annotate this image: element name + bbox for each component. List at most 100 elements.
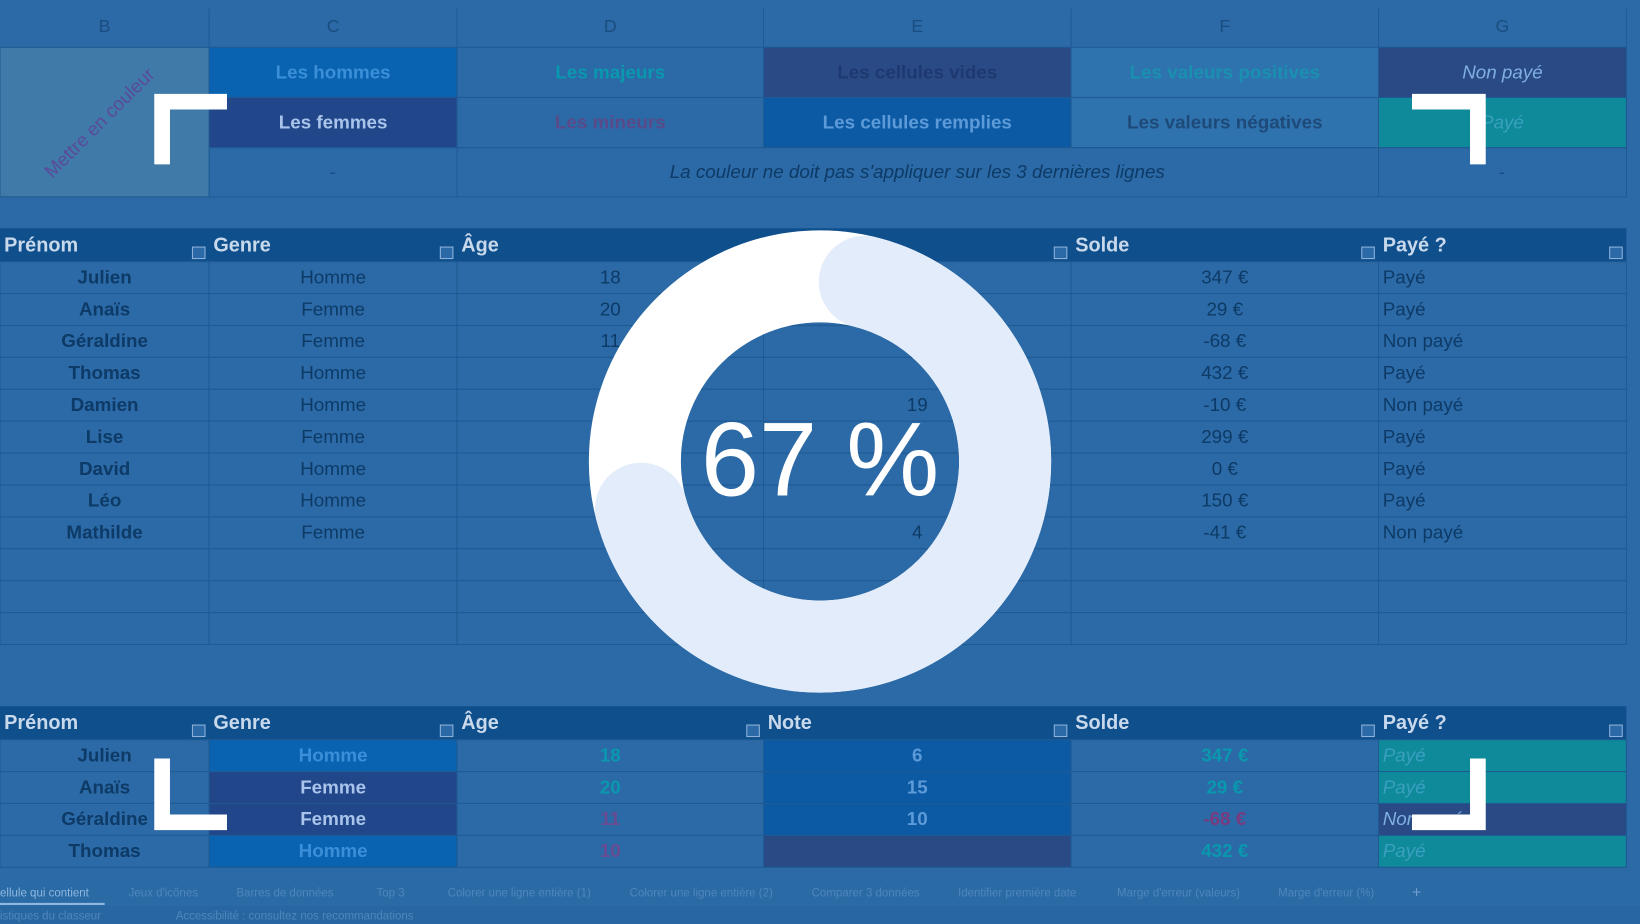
cell-text: 15 [907,776,928,797]
filter-button[interactable] [439,724,454,738]
cell-text: Julien [77,266,131,287]
sheet-tab[interactable]: Colorer une ligne entière (1) [448,887,591,899]
cell [1070,771,1380,805]
cell [1377,420,1627,454]
cell-text: Julien [77,744,131,765]
legend-text: Les valeurs négatives [1127,112,1323,133]
cell [208,261,458,295]
add-sheet[interactable]: + [1412,885,1421,902]
cell [208,420,458,454]
cell [0,324,210,358]
sheet-tab[interactable]: Top 3 [377,887,405,899]
cell [0,771,210,805]
cell-text: 11 [600,808,620,829]
legend-text: Les cellules remplies [823,112,1012,133]
cell-text: 20 [600,298,621,319]
cell-text: Géraldine [61,330,148,351]
cell-text: Thomas [69,840,141,861]
cell [0,580,210,614]
legend-cell [1070,96,1380,149]
cell-text: Homme [300,266,366,287]
filter-button[interactable] [1053,246,1068,260]
cell-text: Anaïs [79,298,130,319]
filter-button[interactable] [191,724,206,738]
cell [1377,484,1627,518]
cell [1377,834,1627,868]
sheet-tab[interactable]: Identifier première date [958,887,1076,899]
cell [456,739,765,773]
filter-button[interactable] [1053,724,1068,738]
filter-button[interactable] [1609,246,1623,260]
cell [1070,356,1380,390]
cell-text: Damien [71,394,139,415]
column-letter: G [1496,16,1510,36]
cell-text: 4 [912,522,922,543]
note-right: - [1499,161,1505,182]
cell [456,771,765,805]
focus-bracket [1411,93,1486,165]
cell [1070,484,1380,518]
filter-button[interactable] [191,246,206,260]
cell-text: Femme [300,808,366,829]
filter-button[interactable] [1361,246,1375,260]
sheet-tab[interactable]: Marge d'erreur (%) [1278,887,1374,899]
header-text: Payé ? [1383,234,1447,256]
cell [456,834,765,868]
cell [1070,834,1380,868]
cell-text: 150 € [1201,490,1249,511]
cell-text: Femme [301,426,365,447]
cell [1070,580,1380,614]
cell [0,516,210,550]
cell-text: Payé [1383,298,1426,319]
cell-text: 6 [912,744,922,765]
cell [208,834,458,868]
filter-button[interactable] [746,724,760,738]
cell [1377,580,1627,614]
filter-button[interactable] [1361,724,1375,738]
legend-text: Les femmes [279,112,388,133]
cell [1070,293,1380,327]
header-text: Âge [461,710,499,734]
legend-text: Les majeurs [555,61,665,82]
note-cell [208,147,1627,198]
legend-text: Non payé [1462,61,1543,82]
cell-text: 20 [600,776,621,797]
cell-text: 347 € [1201,266,1249,287]
cell [1377,388,1627,422]
sheet-tab[interactable]: Colorer une ligne entière (2) [630,887,773,899]
sheet-tab[interactable]: Comparer 3 données [812,887,920,899]
column-letter: F [1219,16,1230,36]
cell-text: -68 € [1203,330,1246,351]
legend-cell [1377,46,1627,99]
cell [208,739,458,773]
sheet-tab[interactable]: ellule qui contient [0,887,90,899]
status-text: Accessibilité : consultez nos recommanda… [176,910,414,922]
sheet-tab[interactable]: Marge d'erreur (valeurs) [1117,887,1240,899]
cell [0,834,210,868]
cell [1377,324,1627,358]
cell [208,548,458,582]
cell [456,802,765,836]
cell [208,452,458,486]
cell-text: 11 [601,330,621,351]
sheet-tab[interactable]: Jeux d'icônes [129,887,199,899]
filter-button[interactable] [1609,724,1623,738]
column-letter: B [99,16,111,36]
filter-button[interactable] [439,246,454,260]
cell-text: 347 € [1201,744,1249,765]
cell [0,484,210,518]
cell [0,452,210,486]
column-letter: E [911,16,923,36]
sheet-tab[interactable]: Barres de données [236,887,333,899]
cell-text: 432 € [1201,840,1249,861]
table2-clip-row [0,868,1627,881]
legend-cell [208,96,458,149]
status-bar [0,905,1640,924]
cell-text: Mathilde [66,522,142,543]
cell-text: Homme [299,840,368,861]
cell-text: Homme [300,458,366,479]
cell-text: Lise [86,426,124,447]
cell [1377,739,1627,773]
header-text: Genre [213,712,270,734]
cell [1377,771,1627,805]
